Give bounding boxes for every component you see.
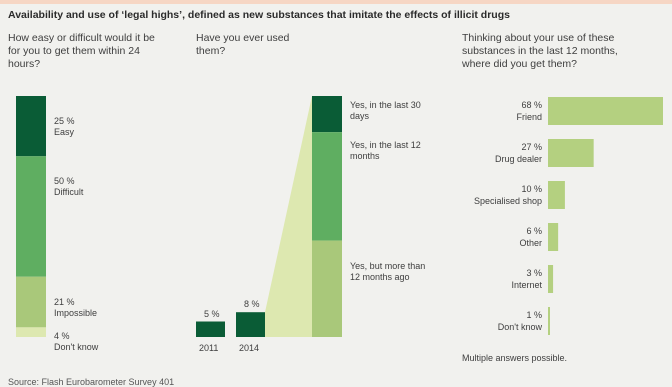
availability-value-0: 25 % <box>54 116 75 126</box>
availability-value-3: 4 % <box>54 331 70 342</box>
breakdown-segment-2 <box>312 240 342 337</box>
availability-segment-impossible <box>16 276 46 328</box>
breakdown-segment-1 <box>312 132 342 241</box>
question-availability: How easy or difficult would it be for yo… <box>8 32 155 70</box>
availability-value-1: 50 % <box>54 176 75 187</box>
ever-used-bar-2011 <box>196 321 225 337</box>
source-category-2: Specialised shop <box>473 196 542 206</box>
availability-category-1: Difficult <box>54 187 84 198</box>
breakdown-connector <box>265 96 312 337</box>
source-bar-friend <box>548 97 663 125</box>
top-accent-bar <box>0 0 672 4</box>
source-note: Source: Flash Eurobarometer Survey 401 <box>8 377 175 387</box>
availability-segment-don-t-know <box>16 327 46 337</box>
availability-value-2: 21 % <box>54 296 75 307</box>
ever-used-value-2011: 5 % <box>204 308 220 319</box>
ever-used-year-2011: 2011 <box>199 343 219 353</box>
source-value-3: 6 % <box>526 226 542 236</box>
availability-category-0: Easy <box>54 127 75 137</box>
source-category-1: Drug dealer <box>494 154 542 164</box>
breakdown-label-2: Yes, but more than 12 months ago <box>350 260 426 282</box>
availability-category-2: Impossible <box>54 307 98 318</box>
source-category-3: Other <box>519 238 542 248</box>
ever-used-value-2014: 8 % <box>244 299 260 310</box>
source-value-2: 10 % <box>521 184 542 194</box>
source-bar-other <box>548 223 559 251</box>
availability-category-3: Don't know <box>54 342 99 353</box>
source-bar-drug-dealer <box>548 139 594 167</box>
source-category-4: Internet <box>511 280 542 290</box>
source-value-4: 3 % <box>526 268 542 278</box>
breakdown-segment-0 <box>312 96 342 133</box>
source-bar-don-t-know <box>548 307 550 335</box>
source-category-0: Friend <box>516 112 542 122</box>
availability-segment-easy <box>16 96 46 157</box>
source-value-5: 1 % <box>526 310 542 320</box>
ever-used-bar-2014 <box>236 312 265 337</box>
question-ever-used: Have you ever used them? <box>196 32 290 57</box>
breakdown-label-0: Yes, in the last 30 days <box>350 100 421 121</box>
multiple-answers-note: Multiple answers possible. <box>462 353 568 363</box>
question-source: Thinking about your use of these substan… <box>462 32 618 70</box>
breakdown-label-1: Yes, in the last 12 months <box>350 140 421 162</box>
chart-title: Availability and use of ‘legal highs’, d… <box>8 9 510 21</box>
source-value-1: 27 % <box>521 142 542 152</box>
source-value-0: 68 % <box>521 100 542 110</box>
availability-segment-difficult <box>16 156 46 277</box>
source-bar-internet <box>548 265 554 293</box>
source-bar-specialised-shop <box>548 181 565 209</box>
source-category-5: Don't know <box>497 322 542 332</box>
ever-used-year-2014: 2014 <box>239 343 260 353</box>
